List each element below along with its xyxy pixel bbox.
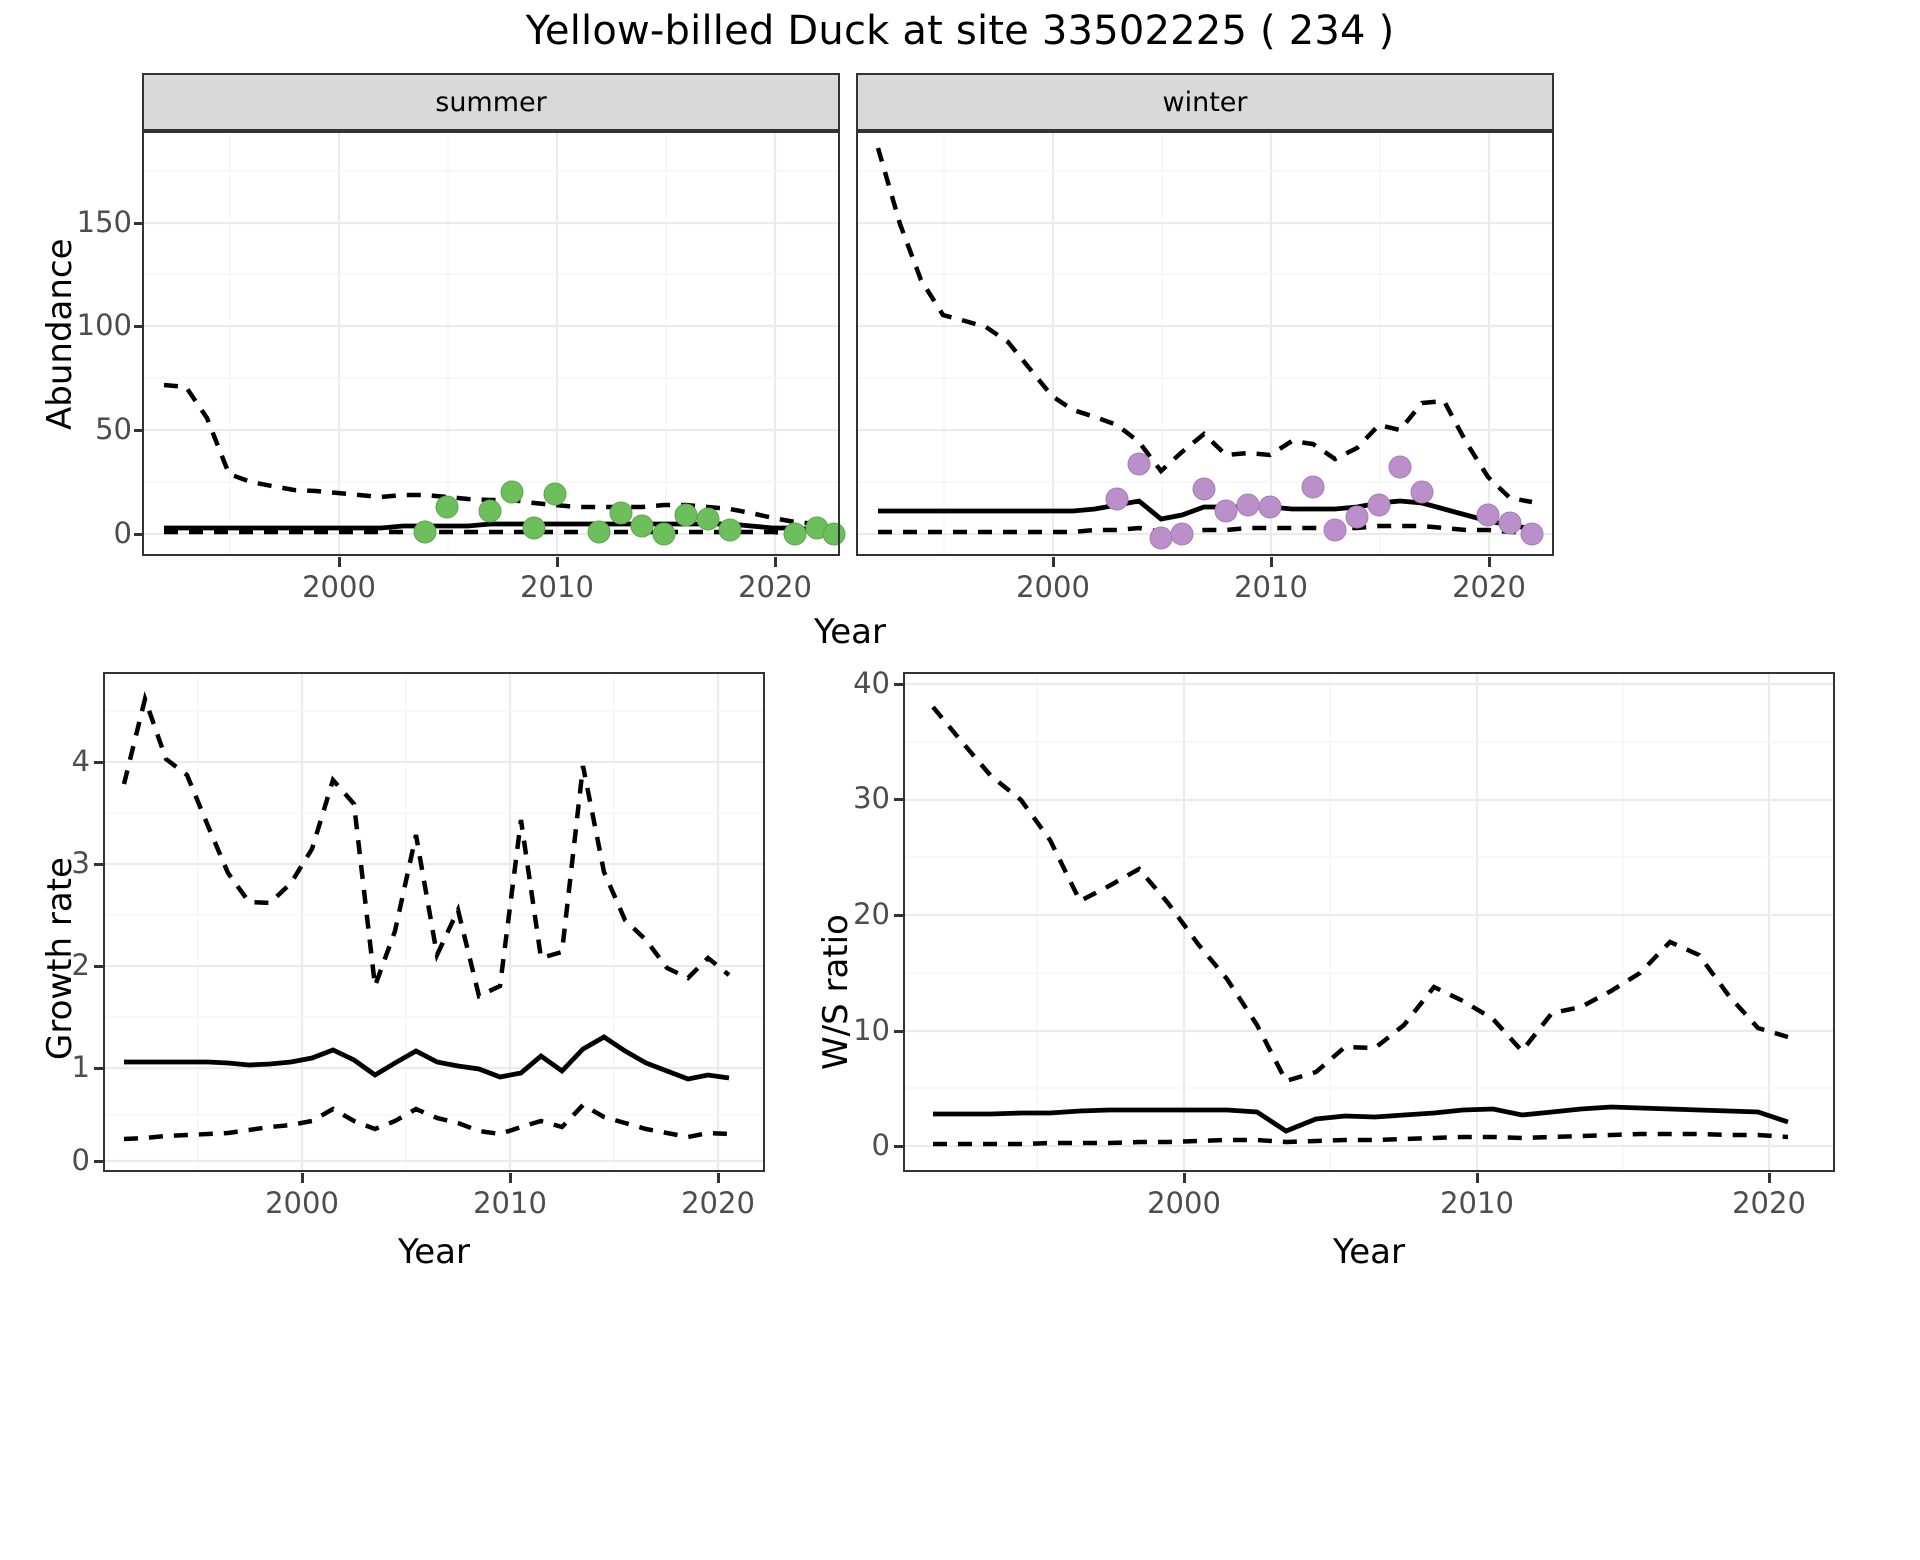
facet-strip-winter-label: winter: [1162, 86, 1248, 118]
ratio-ytick-0: 0: [871, 1128, 890, 1162]
abundance-ytick-150: 150: [76, 205, 132, 239]
ratio-ytick-40: 40: [853, 666, 890, 700]
abundance-ytick-mark-0: [134, 533, 143, 536]
winter-xtick-mark-2010: [1270, 557, 1273, 567]
abundance-ytick-0: 0: [113, 516, 132, 550]
ratio-ytick-30: 30: [853, 781, 890, 815]
ratio-mean-line: [933, 1104, 1789, 1134]
abundance-ytick-50: 50: [95, 412, 132, 446]
abundance-ytick-mark-50: [134, 429, 143, 432]
growth-ytick-1: 1: [71, 1050, 90, 1084]
winter-upper-ci-line: [875, 147, 1533, 505]
growth-ytick-mark-3: [94, 863, 103, 866]
growth-ytick-4: 4: [71, 744, 90, 778]
growth-upper-ci-line: [121, 691, 731, 1000]
growth-ytick-mark-2: [94, 965, 103, 968]
growth-ytick-mark-4: [94, 761, 103, 764]
winter-observed-points: [1105, 452, 1544, 550]
abundance-ytick-mark-100: [134, 325, 143, 328]
winter-xtick-2020: 2020: [1452, 570, 1526, 604]
summer-xtick-2000: 2000: [302, 570, 376, 604]
ratio-ytick-mark-0: [894, 1145, 903, 1148]
growth-x-axis-title: Year: [398, 1232, 470, 1272]
winter-xtick-2000: 2000: [1016, 570, 1090, 604]
growth-ytick-2: 2: [71, 948, 90, 982]
ratio-ytick-mark-20: [894, 914, 903, 917]
winter-xtick-2010: 2010: [1234, 570, 1308, 604]
abundance-x-axis-title: Year: [814, 612, 886, 652]
growth-xtick-mark-2020: [717, 1173, 720, 1183]
growth-xtick-mark-2010: [509, 1173, 512, 1183]
ratio-ytick-20: 20: [853, 897, 890, 931]
ratio-ytick-mark-10: [894, 1030, 903, 1033]
ratio-ytick-10: 10: [853, 1013, 890, 1047]
ratio-upper-ci-line: [931, 705, 1789, 1084]
facet-strip-summer-label: summer: [435, 86, 547, 118]
ratio-grid: [903, 672, 1835, 1172]
ratio-xtick-mark-2000: [1183, 1173, 1186, 1183]
summer-lower-ci-line: [164, 529, 817, 537]
summer-xtick-2020: 2020: [738, 570, 812, 604]
summer-grid: [142, 131, 840, 556]
abundance-ytick-mark-150: [134, 222, 143, 225]
growth-lower-ci-line: [123, 1102, 730, 1142]
growth-xtick-mark-2000: [301, 1173, 304, 1183]
facet-strip-winter: winter: [856, 73, 1554, 131]
ratio-xtick-2000: 2000: [1147, 1186, 1221, 1220]
growth-ytick-mark-1: [94, 1067, 103, 1070]
winter-lower-ci-line: [878, 523, 1532, 535]
summer-observed-points: [413, 480, 846, 546]
ratio-xtick-mark-2010: [1476, 1173, 1479, 1183]
growth-mean-line: [124, 1034, 730, 1082]
summer-xtick-mark-2010: [556, 557, 559, 567]
summer-xtick-mark-2020: [774, 557, 777, 567]
growth-ytick-mark-0: [94, 1160, 103, 1163]
growth-xtick-2000: 2000: [265, 1186, 339, 1220]
ratio-x-axis-title: Year: [1333, 1232, 1405, 1272]
growth-ytick-3: 3: [71, 846, 90, 880]
ratio-lower-ci-line: [933, 1131, 1789, 1147]
facet-strip-summer: summer: [142, 73, 840, 131]
growth-xtick-2010: 2010: [473, 1186, 547, 1220]
ratio-xtick-2020: 2020: [1732, 1186, 1806, 1220]
growth-xtick-2020: 2020: [681, 1186, 755, 1220]
abundance-ytick-100: 100: [76, 308, 132, 342]
page-title: Yellow-billed Duck at site 33502225 ( 23…: [525, 8, 1395, 54]
winter-xtick-mark-2020: [1488, 557, 1491, 567]
winter-grid: [856, 131, 1554, 556]
winter-xtick-mark-2000: [1052, 557, 1055, 567]
summer-xtick-mark-2000: [338, 557, 341, 567]
ratio-ytick-mark-40: [894, 683, 903, 686]
growth-ytick-0: 0: [71, 1143, 90, 1177]
ratio-xtick-2010: 2010: [1440, 1186, 1514, 1220]
summer-xtick-2010: 2010: [520, 570, 594, 604]
ratio-ytick-mark-30: [894, 798, 903, 801]
ratio-xtick-mark-2020: [1768, 1173, 1771, 1183]
